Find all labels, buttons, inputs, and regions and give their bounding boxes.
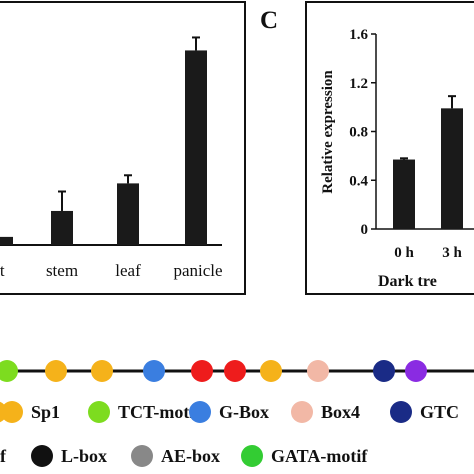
panel-c-y-ticks: 0 0.4 0.8 1.2 1.6 — [349, 27, 376, 238]
legend-label: G-Box — [219, 402, 269, 422]
x-tick-label: 3 h — [442, 245, 462, 261]
legend-swatch — [291, 401, 313, 423]
panel-b-tick-labels: ot stem leaf panicle — [0, 261, 223, 280]
panel-b-frame — [0, 1, 246, 295]
promoter-element — [45, 360, 67, 382]
legend-fragment: f — [0, 446, 7, 466]
bar — [393, 159, 415, 229]
y-tick-label: 1.2 — [349, 76, 368, 92]
panel-c: Relative expression 0 0.4 0.8 1.2 1.6 0 h 3 h… — [305, 1, 474, 295]
promoter-element — [143, 360, 165, 382]
promoter-track — [0, 360, 474, 382]
legend-label: GTC — [420, 402, 459, 422]
promoter-element — [373, 360, 395, 382]
promoter-element — [260, 360, 282, 382]
bar — [0, 236, 13, 245]
x-tick-label: ot — [0, 261, 5, 280]
promoter-element — [405, 360, 427, 382]
legend: Sp1 TCT-motif G-Box Box4 GTC f L-box AE-box GATA… — [0, 401, 459, 467]
bar — [117, 183, 139, 245]
panel-c-tick-labels: 0 h 3 h — [394, 245, 462, 261]
legend-swatch — [88, 401, 110, 423]
x-tick-label: leaf — [115, 261, 141, 280]
bar — [441, 108, 463, 229]
x-tick-label: panicle — [173, 261, 222, 280]
y-tick-label: 1.6 — [349, 27, 368, 43]
promoter-element — [191, 360, 213, 382]
legend-swatch — [1, 401, 23, 423]
panel-b: ot stem leaf panicle — [0, 1, 246, 295]
legend-swatch — [131, 445, 153, 467]
legend-swatch — [189, 401, 211, 423]
y-tick-label: 0.4 — [349, 173, 368, 189]
x-tick-label: 0 h — [394, 245, 414, 261]
bar — [185, 50, 207, 245]
legend-swatch — [0, 401, 7, 423]
promoter-element — [0, 360, 18, 382]
x-tick-label: stem — [46, 261, 78, 280]
legend-label: TCT-motif — [118, 402, 201, 422]
y-tick-label: 0 — [361, 222, 369, 238]
track-elements — [0, 360, 427, 382]
promoter-element — [91, 360, 113, 382]
promoter-element — [307, 360, 329, 382]
legend-label: GATA-motif — [271, 446, 368, 466]
panel-label: C — [260, 7, 278, 34]
legend-label: AE-box — [161, 446, 220, 466]
legend-swatch — [390, 401, 412, 423]
y-tick-label: 0.8 — [349, 125, 368, 141]
legend-label: Box4 — [321, 402, 360, 422]
legend-swatch — [31, 445, 53, 467]
legend-label: L-box — [61, 446, 107, 466]
panel-c-y-label: Relative expression — [320, 70, 336, 194]
panel-c-bars — [393, 95, 463, 229]
panel-c-frame — [305, 1, 474, 295]
promoter-element — [224, 360, 246, 382]
panel-b-bars — [0, 36, 207, 245]
legend-swatch — [241, 445, 263, 467]
panel-c-x-label: Dark tre — [378, 273, 437, 290]
bar — [51, 210, 73, 245]
legend-label: Sp1 — [31, 402, 60, 422]
